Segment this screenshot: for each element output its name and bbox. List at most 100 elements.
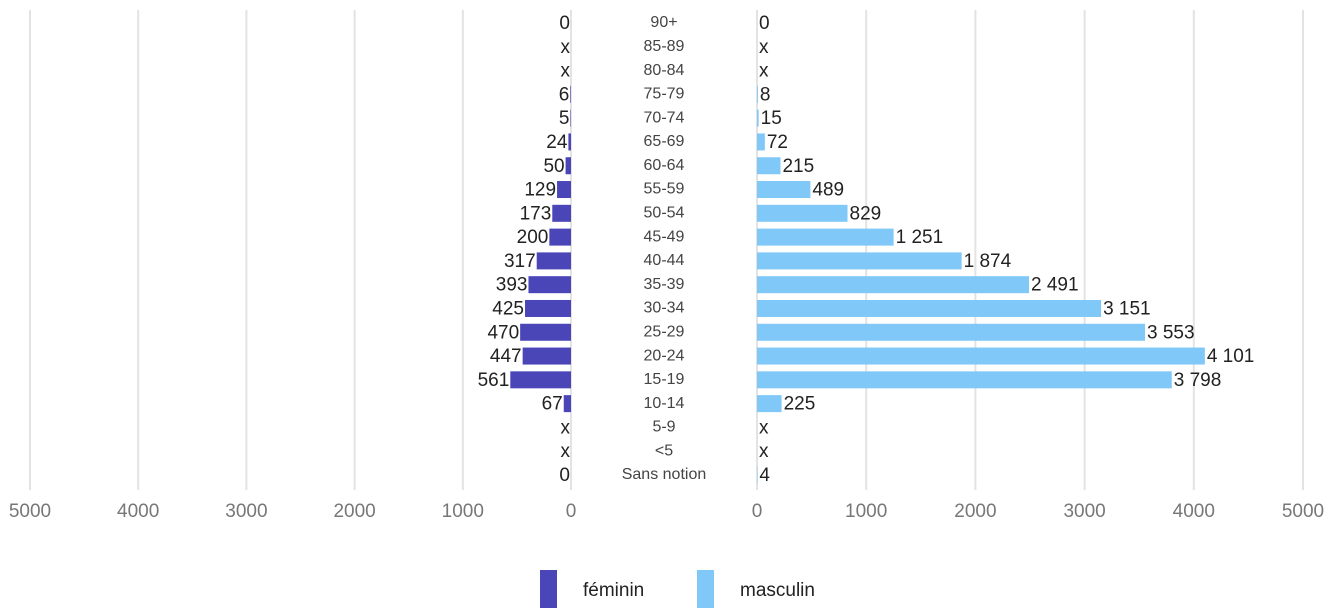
bar bbox=[570, 109, 571, 127]
value-label: 470 bbox=[487, 322, 519, 343]
bar bbox=[757, 228, 894, 246]
value-label: x bbox=[561, 441, 571, 462]
category-label: 90+ bbox=[650, 14, 677, 31]
bar bbox=[568, 133, 571, 151]
bar bbox=[536, 252, 571, 270]
value-label: 200 bbox=[517, 227, 549, 248]
value-label: 173 bbox=[520, 203, 552, 224]
category-label: 40-44 bbox=[644, 252, 685, 269]
value-label: x bbox=[561, 417, 571, 438]
bar bbox=[757, 395, 782, 413]
category-label: 60-64 bbox=[644, 157, 685, 174]
x-tick-label: 5000 bbox=[1282, 501, 1324, 522]
value-label: 0 bbox=[559, 465, 570, 486]
bar bbox=[757, 299, 1102, 317]
category-label: 65-69 bbox=[644, 133, 685, 150]
category-label: 15-19 bbox=[644, 371, 685, 388]
value-label: 50 bbox=[543, 156, 564, 177]
category-label: 75-79 bbox=[644, 86, 685, 103]
value-label: 1 251 bbox=[896, 227, 944, 248]
bar bbox=[757, 181, 811, 199]
x-tick-label: 4000 bbox=[1173, 501, 1215, 522]
value-label: 3 553 bbox=[1147, 322, 1195, 343]
category-label: 45-49 bbox=[644, 228, 685, 245]
bar bbox=[557, 181, 571, 199]
x-tick-label: 4000 bbox=[117, 501, 159, 522]
x-tick-label: 3000 bbox=[1063, 501, 1105, 522]
bar bbox=[565, 157, 571, 175]
bar bbox=[570, 85, 571, 103]
value-label: 5 bbox=[559, 108, 570, 129]
value-label: 1 874 bbox=[964, 251, 1012, 272]
value-label: 447 bbox=[490, 346, 522, 367]
legend-swatch bbox=[540, 570, 557, 608]
legend-label: masculin bbox=[740, 580, 815, 601]
category-label: 55-59 bbox=[644, 181, 685, 198]
bar bbox=[528, 276, 571, 294]
category-label: 30-34 bbox=[644, 300, 685, 317]
category-label: 5-9 bbox=[652, 419, 675, 436]
value-label: 129 bbox=[524, 180, 556, 201]
x-tick-label: 5000 bbox=[9, 501, 51, 522]
x-tick-label: 1000 bbox=[442, 501, 484, 522]
bar bbox=[757, 133, 765, 151]
category-label: 35-39 bbox=[644, 276, 685, 293]
category-label: 25-29 bbox=[644, 323, 685, 340]
value-label: x bbox=[759, 61, 769, 82]
bar bbox=[757, 276, 1030, 294]
value-label: 0 bbox=[759, 13, 770, 34]
bar bbox=[520, 323, 571, 341]
bar bbox=[525, 299, 571, 317]
value-label: 67 bbox=[542, 394, 563, 415]
x-tick-label: 0 bbox=[752, 501, 763, 522]
value-label: 489 bbox=[812, 180, 844, 201]
x-tick-label: 3000 bbox=[225, 501, 267, 522]
value-label: 3 151 bbox=[1103, 298, 1151, 319]
bar bbox=[757, 85, 758, 103]
category-label: <5 bbox=[655, 442, 673, 459]
bar bbox=[757, 109, 759, 127]
value-label: 2 491 bbox=[1031, 275, 1079, 296]
value-label: 3 798 bbox=[1174, 370, 1222, 391]
legend-swatch bbox=[697, 570, 714, 608]
value-label: 72 bbox=[767, 132, 788, 153]
bar bbox=[757, 371, 1172, 389]
value-label: 829 bbox=[850, 203, 882, 224]
value-label: 225 bbox=[784, 394, 816, 415]
value-label: x bbox=[561, 37, 571, 58]
bar bbox=[510, 371, 571, 389]
value-label: 15 bbox=[761, 108, 782, 129]
category-label: 70-74 bbox=[644, 109, 685, 126]
bar bbox=[757, 204, 848, 222]
value-label: 4 101 bbox=[1207, 346, 1255, 367]
bar bbox=[757, 323, 1145, 341]
bar bbox=[549, 228, 571, 246]
x-tick-label: 2000 bbox=[333, 501, 375, 522]
category-label: 10-14 bbox=[644, 395, 685, 412]
category-label: 50-54 bbox=[644, 205, 685, 222]
bar bbox=[757, 252, 962, 270]
value-label: 0 bbox=[559, 13, 570, 34]
value-label: 215 bbox=[782, 156, 814, 177]
bar bbox=[563, 395, 571, 413]
value-label: 6 bbox=[559, 84, 570, 105]
value-label: 24 bbox=[546, 132, 568, 153]
value-label: x bbox=[561, 61, 571, 82]
bar bbox=[757, 347, 1205, 365]
legend-label: féminin bbox=[583, 580, 644, 601]
category-label: 80-84 bbox=[644, 62, 685, 79]
bar bbox=[522, 347, 571, 365]
value-label: x bbox=[759, 37, 769, 58]
value-label: x bbox=[759, 417, 769, 438]
category-label: Sans notion bbox=[622, 466, 707, 483]
value-label: 4 bbox=[759, 465, 770, 486]
bar bbox=[757, 157, 781, 175]
value-label: x bbox=[759, 441, 769, 462]
category-label: 85-89 bbox=[644, 38, 685, 55]
value-label: 561 bbox=[478, 370, 510, 391]
value-label: 425 bbox=[492, 298, 524, 319]
x-tick-label: 1000 bbox=[845, 501, 887, 522]
category-label: 20-24 bbox=[644, 347, 685, 364]
value-label: 393 bbox=[496, 275, 528, 296]
